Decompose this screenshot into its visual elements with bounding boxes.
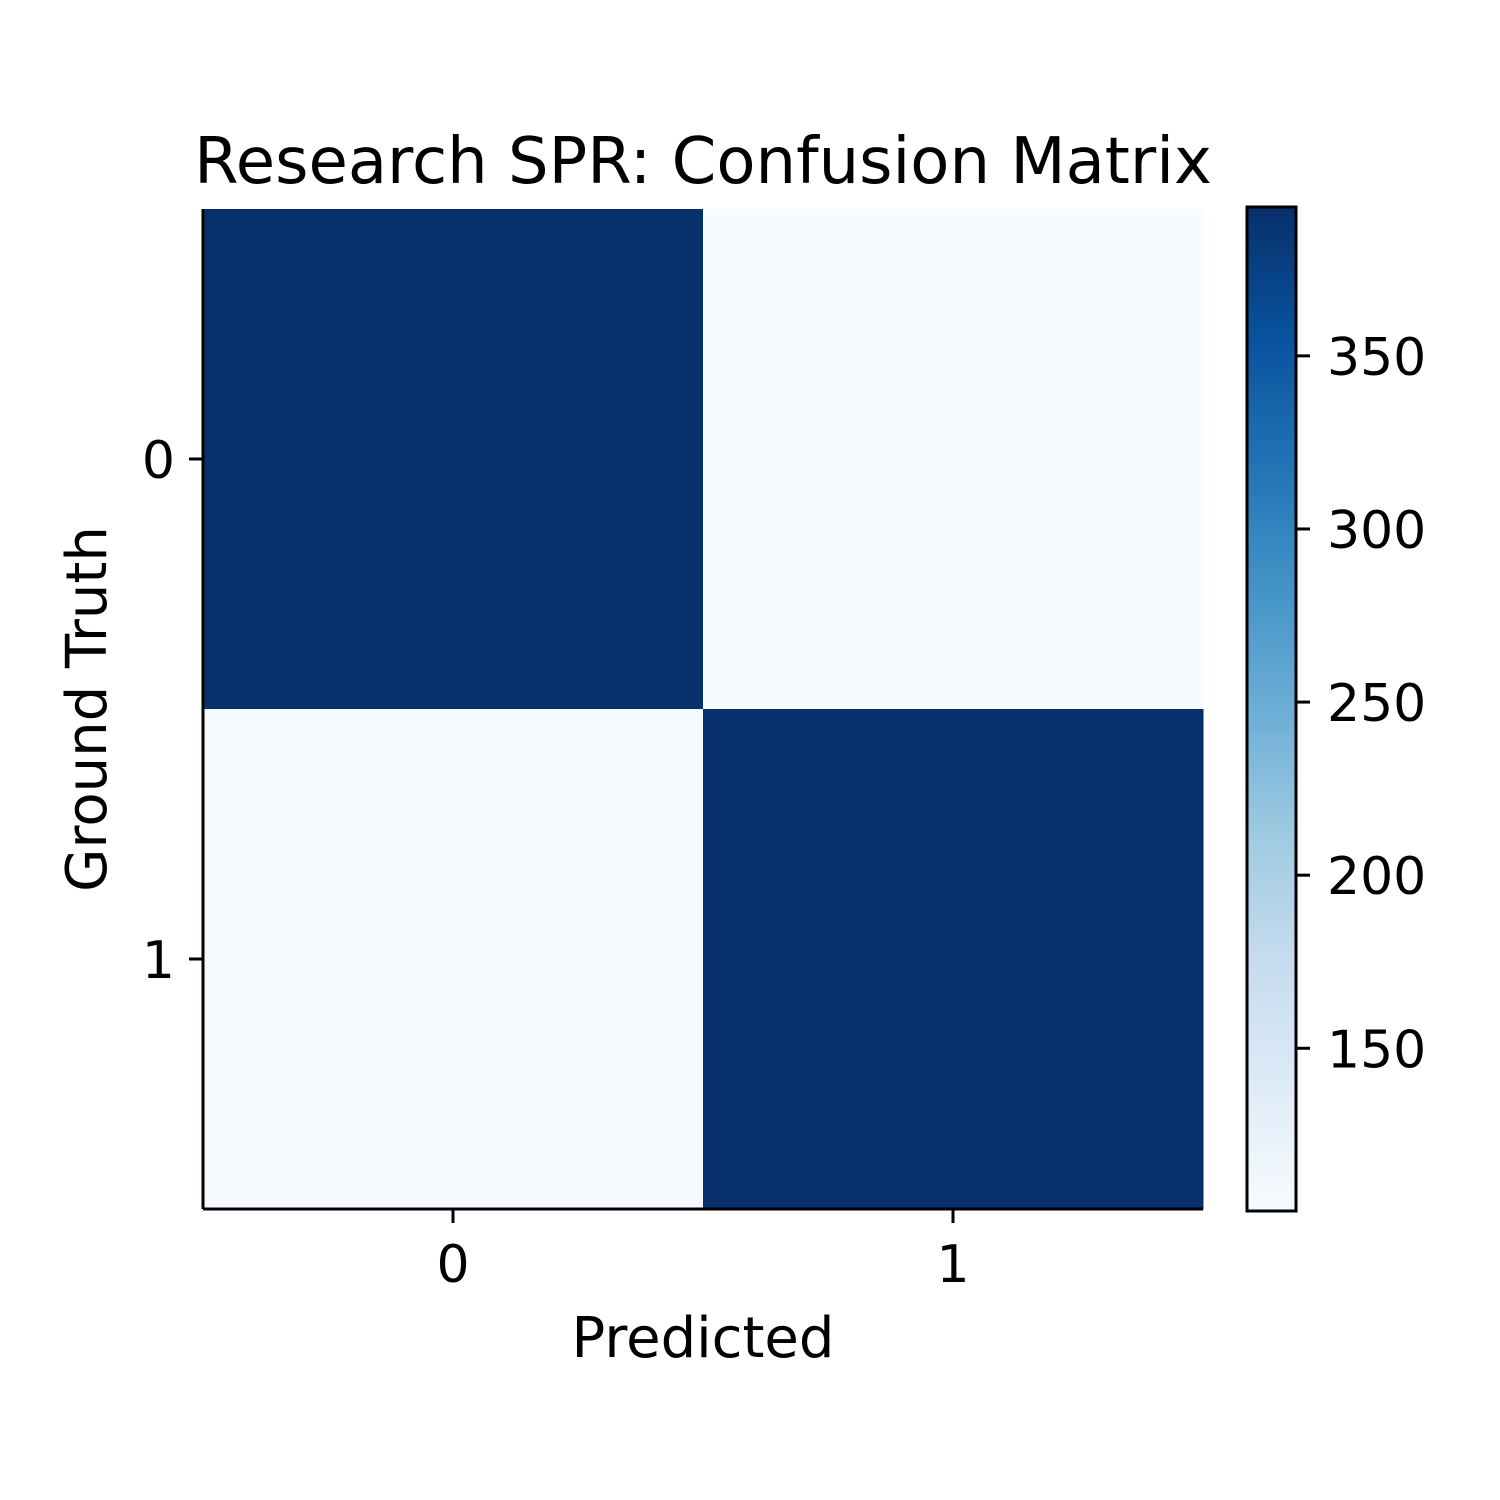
colorbar-ticks: 150 200 250 300 350	[1296, 328, 1426, 1080]
heatmap-cells	[203, 209, 1204, 1210]
colorbar-frame	[1245, 205, 1298, 1213]
heatmap-cell-1-1	[703, 709, 1204, 1210]
heatmap-cell-1-0	[203, 709, 704, 1210]
y-tick-label: 1	[142, 931, 175, 991]
colorbar-tick-label: 350	[1327, 328, 1426, 388]
heatmap-cell-0-0	[203, 209, 704, 710]
colorbar-tick-label: 250	[1327, 674, 1426, 734]
colorbar-tick-label: 150	[1327, 1020, 1426, 1080]
colorbar-tick-label: 300	[1327, 501, 1426, 561]
colorbar-tick-label: 200	[1327, 847, 1426, 907]
chart-title: Research SPR: Confusion Matrix	[194, 125, 1212, 199]
x-tick-label: 1	[936, 1235, 969, 1295]
y-axis-label: Ground Truth	[55, 526, 120, 892]
colorbar: 150 200 250 300 350	[1245, 205, 1426, 1213]
heatmap-cell-0-1	[703, 209, 1204, 710]
x-tick-label: 0	[436, 1235, 469, 1295]
y-tick-label: 0	[142, 431, 175, 491]
x-axis-label: Predicted	[572, 1306, 835, 1371]
y-axis-ticks: 01	[142, 431, 203, 991]
colorbar-gradient	[1247, 207, 1296, 1211]
